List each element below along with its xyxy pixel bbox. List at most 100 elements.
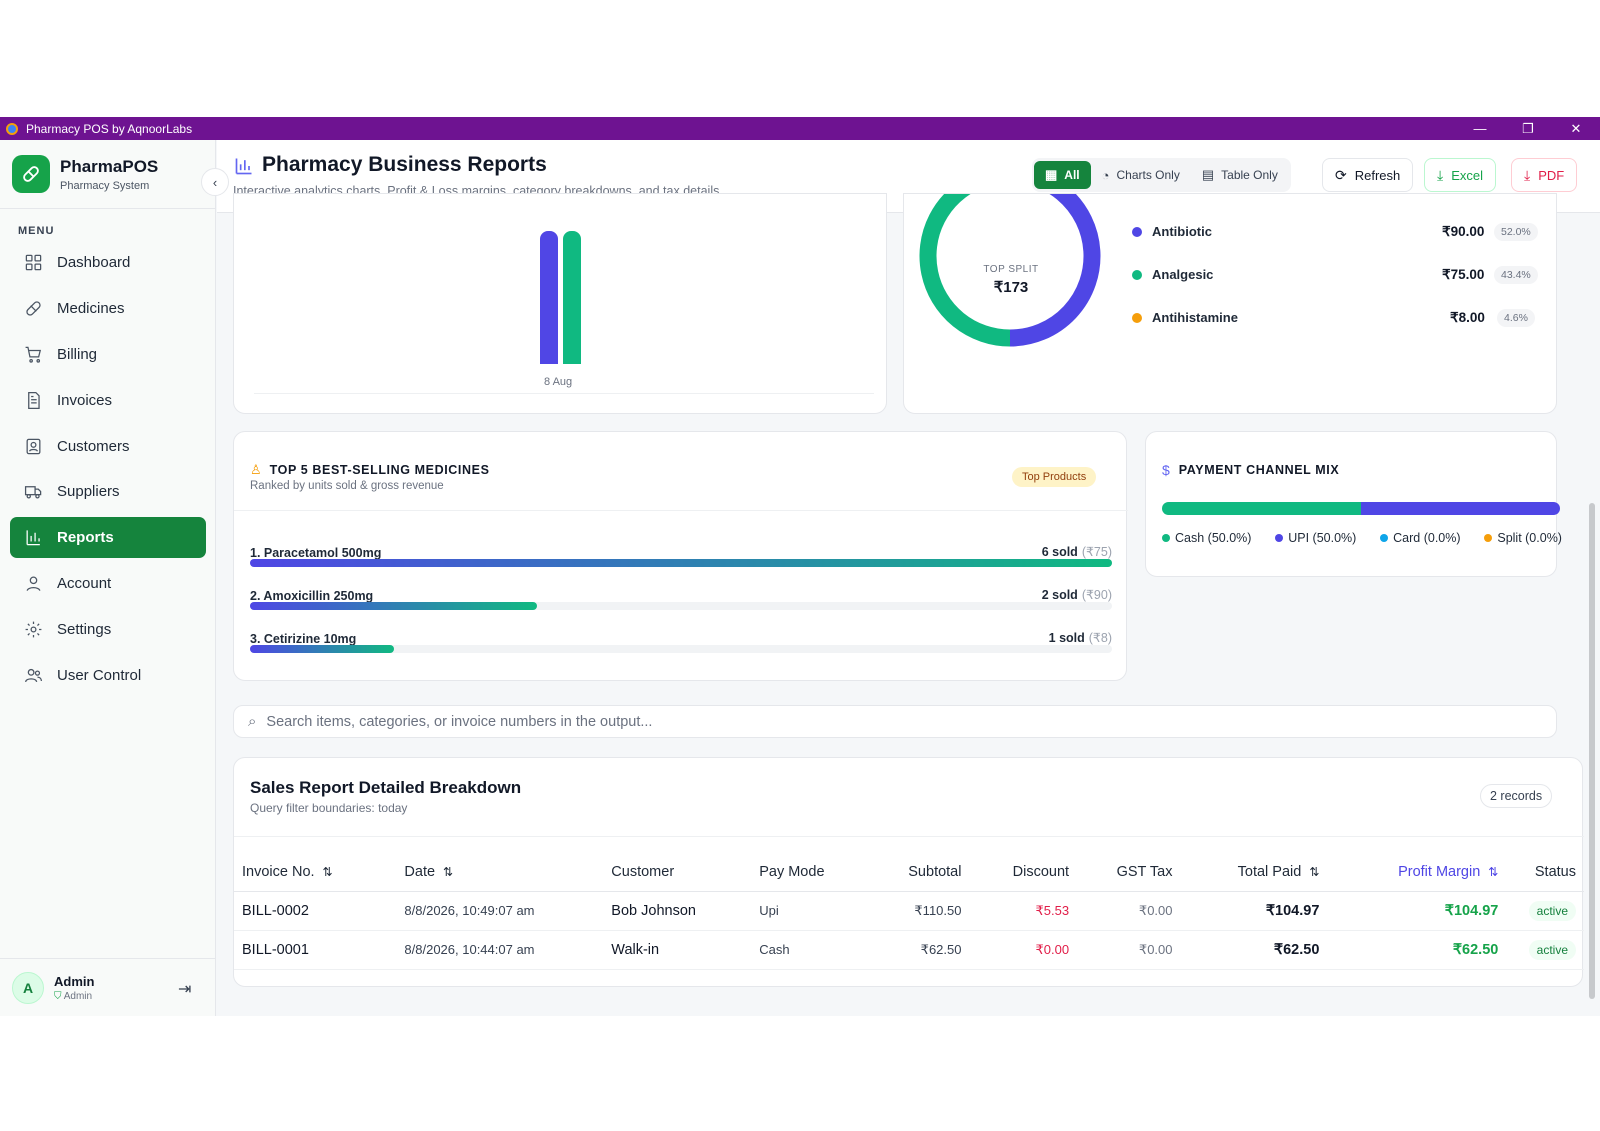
- refresh-button[interactable]: ⟳ Refresh: [1322, 158, 1414, 192]
- user-icon: [26, 576, 41, 592]
- sidebar-item-account[interactable]: Account: [10, 563, 206, 604]
- user-profile: A Admin ⛉ Admin ⇥: [0, 958, 216, 1016]
- gst-cell: ₹0.00: [1077, 930, 1181, 970]
- sort-icon: ⇅: [443, 864, 454, 879]
- gear-icon: [25, 621, 42, 638]
- export-pdf-button[interactable]: ⤓ PDF: [1511, 158, 1578, 192]
- sidebar-item-user-control[interactable]: User Control: [10, 655, 206, 696]
- menu-label: MENU: [18, 225, 55, 237]
- column-header-total-paid[interactable]: Total Paid ⇅: [1180, 853, 1328, 892]
- dollar-icon: $: [1162, 462, 1170, 478]
- window-title: Pharmacy POS by AqnoorLabs: [26, 121, 193, 136]
- legend-item-antibiotic: Antibiotic ₹90.00 52.0%: [1132, 222, 1538, 241]
- product-row: 1. Paracetamol 500mg 6 sold (₹75): [250, 544, 1112, 567]
- column-header-gst: GST Tax: [1077, 853, 1181, 892]
- legend-item-card: Card (0.0%): [1380, 531, 1461, 545]
- discount-cell: ₹5.53: [969, 891, 1078, 931]
- donut-slice[interactable]: [919, 194, 1011, 347]
- document-icon: ▤: [1201, 167, 1215, 182]
- donut-slice[interactable]: [1000, 194, 1101, 347]
- minimize-button[interactable]: —: [1473, 121, 1487, 136]
- view-charts-button[interactable]: ◔ Charts Only: [1101, 167, 1180, 183]
- sidebar-item-dashboard[interactable]: Dashboard: [10, 242, 206, 283]
- collapse-sidebar-button[interactable]: ‹: [201, 168, 229, 196]
- grid-icon: ▦: [1045, 167, 1058, 182]
- maximize-button[interactable]: ❐: [1522, 120, 1534, 136]
- sidebar: PharmaPOS Pharmacy System MENU Dashboard…: [0, 140, 216, 1016]
- column-header-date[interactable]: Date ⇅: [396, 853, 604, 892]
- top-products-card: ♙ TOP 5 BEST-SELLING MEDICINES Ranked by…: [233, 431, 1128, 681]
- legend-item-analgesic: Analgesic ₹75.00 43.4%: [1132, 265, 1538, 284]
- reports-content: 8 Aug TOP SPLIT ₹173 Antibiotic ₹90.00 52…: [217, 193, 1586, 1016]
- column-header-subtotal: Subtotal: [873, 853, 970, 892]
- sidebar-item-label: Reports: [57, 529, 114, 547]
- sidebar-item-suppliers[interactable]: Suppliers: [10, 471, 206, 512]
- payment-mix-legend: Cash (50.0%) UPI (50.0%) Card (0.0%) Spl…: [1162, 531, 1562, 545]
- legend-item-cash: Cash (50.0%): [1162, 531, 1251, 545]
- logout-icon[interactable]: ⇥: [178, 981, 192, 998]
- sales-trend-card: 8 Aug: [233, 193, 887, 414]
- sales-table: Invoice No. ⇅ Date ⇅ Customer Pay Mode Sub…: [234, 853, 1584, 970]
- sort-icon: ⇅: [322, 864, 333, 879]
- category-donut-chart: [919, 194, 1101, 347]
- pay-mode-cell: Cash: [751, 930, 874, 970]
- export-excel-button[interactable]: ⤓ Excel: [1424, 158, 1496, 192]
- legend-item-antihistamine: Antihistamine ₹8.00 4.6%: [1132, 308, 1535, 327]
- download-icon: ⤓: [1437, 166, 1444, 183]
- cart-icon: [25, 346, 42, 363]
- table-row[interactable]: BILL-0002 8/8/2026, 10:49:07 am Bob John…: [234, 891, 1584, 931]
- close-button[interactable]: ✕: [1570, 120, 1582, 136]
- bar-chart-icon: [235, 158, 252, 175]
- payment-mix-title: PAYMENT CHANNEL MIX: [1178, 463, 1340, 477]
- refresh-icon: ⟳: [1335, 166, 1347, 183]
- donut-center-value: ₹173: [993, 279, 1029, 296]
- sidebar-item-label: Billing: [57, 345, 98, 363]
- invoice-cell: BILL-0001: [234, 930, 397, 970]
- column-header-pay-mode: Pay Mode: [751, 853, 874, 892]
- column-header-discount: Discount: [969, 853, 1078, 892]
- payment-mix-segment: [1361, 502, 1560, 515]
- subtotal-cell: ₹62.50: [873, 930, 970, 970]
- sidebar-item-label: Invoices: [57, 391, 113, 409]
- sidebar-item-settings[interactable]: Settings: [10, 609, 206, 650]
- profit-bar: [563, 231, 581, 364]
- discount-cell: ₹0.00: [969, 930, 1078, 970]
- sidebar-item-reports[interactable]: Reports: [10, 517, 206, 559]
- pie-chart-icon: ◔: [1101, 167, 1110, 183]
- sidebar-item-label: Dashboard: [57, 254, 131, 271]
- search-bar: ⌕: [233, 705, 1557, 738]
- pay-mode-cell: Upi: [751, 891, 874, 931]
- legend-item-split: Split (0.0%): [1484, 531, 1562, 545]
- sidebar-item-label: User Control: [57, 667, 142, 685]
- search-input[interactable]: [266, 713, 1467, 730]
- bar-chart-icon: [26, 530, 40, 546]
- table-subtitle: Query filter boundaries: today: [250, 801, 408, 815]
- table-row[interactable]: BILL-0001 8/8/2026, 10:44:07 am Walk-in …: [234, 930, 1584, 970]
- sidebar-item-customers[interactable]: Customers: [10, 426, 206, 467]
- total-paid-cell: ₹62.50: [1180, 930, 1328, 970]
- download-icon: ⤓: [1524, 166, 1531, 183]
- view-all-button[interactable]: ▦ All: [1034, 161, 1091, 189]
- view-toggle: ▦ All ◔ Charts Only ▤ Table Only: [1032, 158, 1291, 192]
- column-header-invoice[interactable]: Invoice No. ⇅: [234, 853, 397, 892]
- sidebar-item-billing[interactable]: Billing: [10, 334, 206, 375]
- view-table-button[interactable]: ▤ Table Only: [1201, 167, 1278, 182]
- sidebar-item-medicines[interactable]: Medicines: [10, 288, 206, 329]
- sidebar-item-invoices[interactable]: Invoices: [10, 380, 206, 421]
- user-name: Admin: [54, 973, 95, 989]
- pill-icon: [26, 301, 41, 316]
- profit-cell: ₹104.97: [1327, 891, 1507, 931]
- column-header-profit-margin[interactable]: Profit Margin ⇅: [1327, 853, 1507, 892]
- product-progress-bar: [250, 602, 538, 610]
- payment-mix-card: $ PAYMENT CHANNEL MIX Cash (50.0%) UPI (…: [1145, 431, 1562, 577]
- payment-mix-segment: [1162, 502, 1361, 515]
- legend-item-upi: UPI (50.0%): [1275, 531, 1356, 545]
- users-icon: [24, 668, 43, 683]
- chevron-left-icon: ‹: [212, 174, 218, 190]
- sidebar-item-label: Medicines: [57, 299, 125, 317]
- top-products-subtitle: Ranked by units sold & gross revenue: [250, 480, 444, 492]
- truck-icon: [24, 486, 42, 499]
- pill-logo-icon: [12, 155, 50, 193]
- scrollbar[interactable]: [1589, 503, 1595, 999]
- date-cell: 8/8/2026, 10:44:07 am: [396, 930, 604, 970]
